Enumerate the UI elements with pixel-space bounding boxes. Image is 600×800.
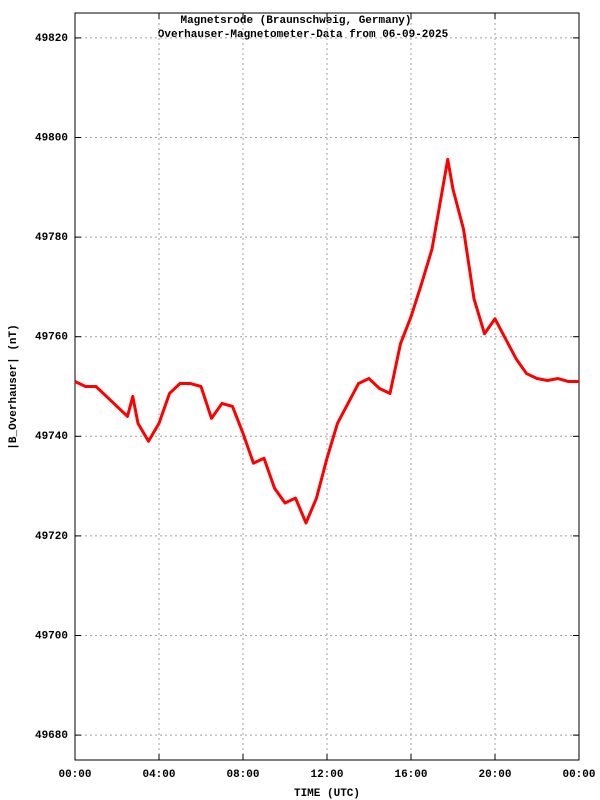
chart-subtitle: Overhauser-Magnetometer-Data from 06-09-…	[158, 29, 449, 41]
x-tick-label: 12:00	[310, 769, 343, 781]
y-tick-label: 49740	[35, 431, 68, 443]
y-axis-label: |B_Overhauser| (nT)	[8, 324, 20, 449]
y-tick-label: 49700	[35, 630, 68, 642]
x-tick-label: 00:00	[58, 769, 91, 781]
y-tick-label: 49760	[35, 332, 68, 344]
x-tick-label: 20:00	[478, 769, 511, 781]
y-tick-label: 49720	[35, 531, 68, 543]
y-tick-label: 49820	[35, 33, 68, 45]
y-tick-label: 49680	[35, 730, 68, 742]
plot-frame	[74, 12, 580, 761]
y-tick-label: 49780	[35, 232, 68, 244]
chart-title: Magnetsrode (Braunschweig, Germany)	[180, 15, 411, 27]
x-tick-label: 16:00	[394, 769, 427, 781]
x-axis-label: TIME (UTC)	[294, 788, 360, 800]
x-tick-label: 00:00	[562, 769, 595, 781]
y-tick-label: 49800	[35, 132, 68, 144]
data-line	[74, 157, 579, 525]
x-tick-label: 08:00	[226, 769, 259, 781]
x-tick-label: 04:00	[142, 769, 175, 781]
